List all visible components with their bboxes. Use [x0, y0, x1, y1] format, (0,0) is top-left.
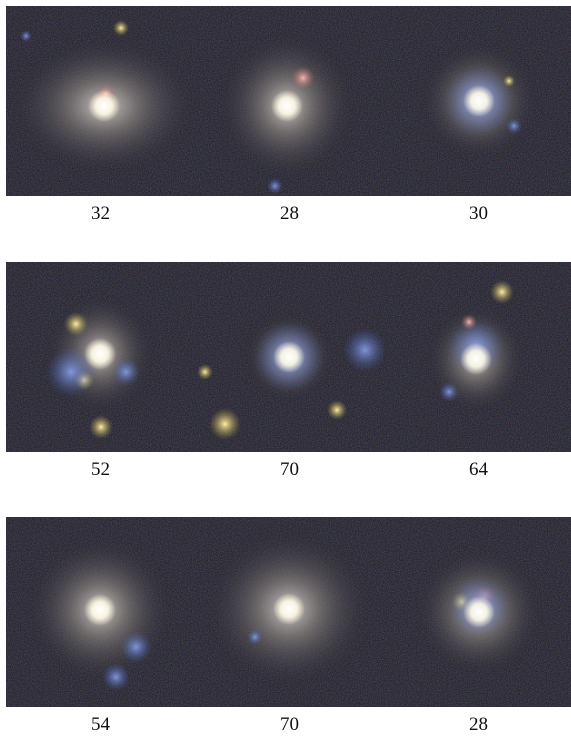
companion — [461, 314, 477, 330]
companion — [343, 328, 387, 372]
galaxy-panel — [195, 262, 387, 452]
galaxy-panel — [6, 262, 195, 452]
panel-label: 30 — [469, 203, 488, 224]
galaxy-core — [273, 593, 305, 625]
galaxy-core — [84, 594, 116, 626]
galaxy-panel — [6, 517, 195, 707]
galaxy-core — [460, 343, 492, 375]
companion — [267, 178, 283, 194]
panel-label: 64 — [469, 459, 489, 480]
galaxy-core — [463, 85, 495, 117]
companion — [112, 358, 140, 386]
panel-label: 54 — [91, 714, 111, 735]
galaxy-core — [88, 90, 120, 122]
galaxy-panel — [384, 6, 571, 196]
companion — [439, 382, 459, 402]
companion — [46, 347, 96, 397]
galaxy-core — [463, 596, 495, 628]
companion — [89, 415, 113, 439]
galaxy-core — [271, 90, 303, 122]
panel-label: 52 — [91, 459, 110, 480]
galaxy-panel — [195, 517, 384, 707]
companion — [64, 312, 88, 336]
panel-label: 70 — [280, 714, 299, 735]
panel-label: 28 — [280, 203, 299, 224]
companion — [506, 118, 522, 134]
galaxy-core — [273, 341, 305, 373]
companion — [503, 75, 515, 87]
galaxy-panel — [384, 262, 571, 452]
companion — [490, 280, 514, 304]
companion — [102, 663, 130, 691]
galaxy-panel — [195, 6, 384, 196]
galaxy-panel — [6, 6, 199, 196]
companion — [291, 66, 315, 90]
galaxy-core — [84, 338, 116, 370]
companion — [247, 629, 263, 645]
companion — [120, 631, 152, 663]
galaxy-panel — [384, 517, 571, 707]
companion — [197, 364, 213, 380]
companion — [113, 20, 129, 36]
companion — [209, 408, 241, 440]
panel-label: 70 — [280, 459, 299, 480]
companion — [327, 400, 347, 420]
panel-label: 28 — [469, 714, 488, 735]
panel-label: 32 — [91, 203, 110, 224]
companion — [20, 30, 32, 42]
